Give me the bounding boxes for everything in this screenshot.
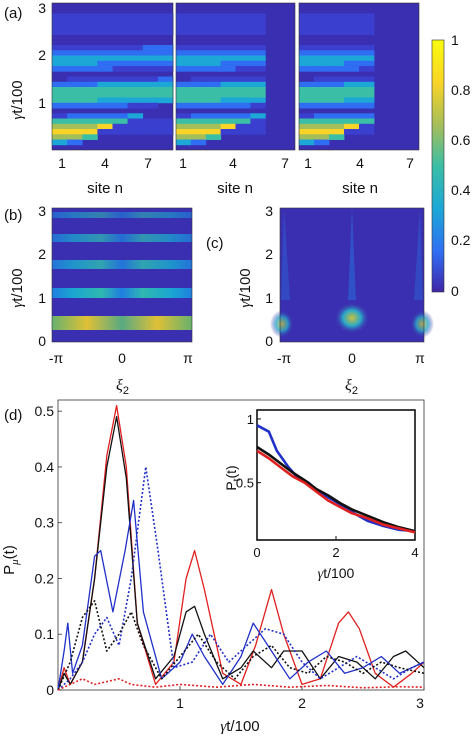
panel-a1-xtick-7: 7: [144, 155, 152, 171]
panel-a-ytick-2: 2: [38, 47, 46, 63]
inset-xtick: 4: [411, 545, 418, 560]
panel-c-ytick-3: 3: [265, 203, 273, 219]
panel-a2-xtick-1: 1: [179, 155, 187, 171]
panel-b: (b) γt/100 0 1 2 3 -π 0 π ξ2: [4, 203, 193, 397]
panel-c-heatmap: [270, 207, 434, 343]
panel-a-xticks: 1 4 7 1 4 7 1 4 7: [58, 155, 414, 171]
panel-a-heatmaps: [51, 2, 420, 151]
panel-a3-heatmap: [298, 2, 420, 151]
panel-c-ytick-2: 2: [265, 246, 273, 262]
colorbar-tick-0: 0: [451, 283, 459, 299]
panel-d-ytick: 0.3: [35, 515, 55, 531]
panel-d-label: (d): [4, 407, 22, 424]
panel-d-ylabel: Pμ(t): [1, 545, 21, 575]
colorbar-gradient: [431, 39, 445, 293]
panel-a3-xtick-4: 4: [356, 155, 364, 171]
panel-d-ytick: 0.4: [35, 459, 55, 475]
panel-c-xtick-0: 0: [348, 350, 356, 366]
inset-series-line-2: [256, 445, 416, 533]
inset-series: [256, 424, 416, 534]
panel-c-xtick-minus-pi: -π: [277, 350, 292, 366]
panel-a-ytick-3: 3: [38, 0, 46, 16]
colorbar-tick-1: 1: [451, 32, 459, 48]
panel-a3-xtick-7: 7: [406, 155, 414, 171]
panel-a2-xtick-4: 4: [229, 155, 237, 171]
series-line-6: [57, 678, 425, 691]
panel-d-ytick: 0.5: [35, 403, 55, 419]
inset-xticks: 0 2 4: [253, 536, 419, 560]
colorbar-tick-0-6: 0.6: [451, 132, 471, 148]
panel-a-yticks: 1 2 3: [38, 0, 46, 111]
panel-b-ylabel: γt/100: [9, 268, 26, 307]
panel-a1-xlabel: site n: [87, 180, 123, 197]
panel-c: (c) γt/100 0 1 2 3 -π 0 π ξ2: [206, 203, 434, 397]
panel-b-ytick-0: 0: [38, 333, 46, 349]
panel-d-ytick: 0.2: [35, 570, 55, 586]
panel-c-ytick-0: 0: [265, 333, 273, 349]
panel-b-label: (b): [4, 207, 22, 224]
panel-a2-xtick-7: 7: [281, 155, 289, 171]
panel-c-ylabel: γt/100: [237, 268, 254, 307]
colorbar-tick-0-2: 0.2: [451, 232, 471, 248]
inset-series-line-3: [256, 449, 416, 534]
panel-d-xtick: 2: [298, 695, 306, 711]
panel-b-xtick-minus-pi: -π: [49, 350, 64, 366]
series-line-3: [57, 499, 425, 691]
panel-c-xlabel: ξ2: [345, 377, 358, 397]
panel-c-xtick-pi: π: [415, 350, 425, 366]
panel-a2-xlabel: site n: [217, 180, 253, 197]
panel-a-ytick-1: 1: [38, 95, 46, 111]
panel-c-ytick-1: 1: [265, 290, 273, 306]
panel-d-series: [57, 404, 425, 691]
panel-b-xtick-pi: π: [183, 350, 193, 366]
inset-xtick: 0: [253, 545, 260, 560]
panel-d-xtick: 1: [176, 695, 184, 711]
series-line-5: [57, 600, 425, 691]
colorbar-tick-0-8: 0.8: [451, 82, 471, 98]
colorbar: 1 0.8 0.6 0.4 0.2 0: [431, 32, 471, 299]
inset-frame: [256, 409, 416, 541]
panel-d-ytick: 0: [46, 682, 54, 698]
series-line-4: [57, 466, 425, 691]
series-line-2: [57, 416, 425, 691]
inset-ylabel: Pt(t): [223, 465, 243, 490]
panel-d-xlabel: γt/100: [220, 718, 259, 735]
panel-a1-heatmap: [51, 2, 174, 151]
panel-c-label: (c): [206, 235, 224, 252]
inset-ytick: 0.5: [236, 476, 254, 491]
panel-a-label: (a): [4, 5, 22, 22]
inset-xtick: 2: [332, 545, 339, 560]
panel-a1-xtick-1: 1: [58, 155, 66, 171]
inset-ytick: 1: [247, 412, 254, 427]
panel-a3-xtick-1: 1: [304, 155, 312, 171]
panel-b-ytick-1: 1: [38, 290, 46, 306]
panel-a2-heatmap: [175, 2, 296, 151]
panel-d-yticks: 0 0.1 0.2 0.3 0.4 0.5: [35, 403, 62, 698]
panel-b-ytick-3: 3: [38, 203, 46, 219]
panel-a1-xtick-4: 4: [101, 155, 109, 171]
inset-xlabel: γt/100: [318, 565, 355, 582]
panel-b-heatmap: [51, 207, 193, 343]
panel-d-ytick: 0.1: [35, 626, 55, 642]
panel-a: (a) γt/100 1 2 3 1 4 7 1 4 7 1 4 7 site …: [4, 0, 420, 197]
panel-d-frame: [57, 399, 425, 691]
panel-b-xlabel: ξ2: [116, 377, 129, 397]
colorbar-tick-0-4: 0.4: [451, 182, 471, 198]
panel-b-xtick-0: 0: [118, 350, 126, 366]
panel-d-xtick: 3: [416, 695, 424, 711]
inset-yticks: 0.51: [236, 412, 261, 491]
panel-b-ytick-2: 2: [38, 246, 46, 262]
panel-a-ylabel: γt/100: [9, 80, 26, 119]
panel-a3-xlabel: site n: [342, 180, 378, 197]
panel-d: (d) Pμ(t) 0 0.1 0.2 0.3 0.4 0.5 1 2 3 γt/100 0.…: [1, 399, 425, 735]
